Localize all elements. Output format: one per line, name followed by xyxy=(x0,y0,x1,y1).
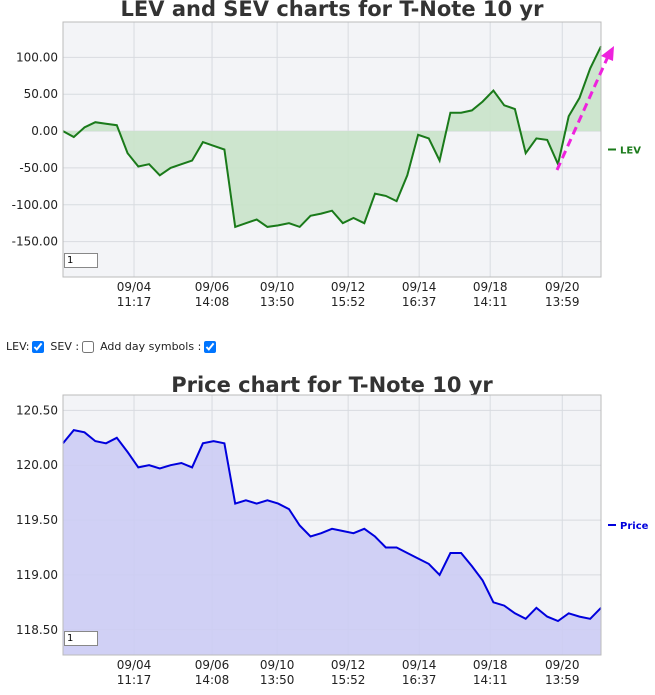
series-line xyxy=(62,428,602,623)
zoom-box[interactable]: 1 xyxy=(64,631,98,646)
sev-label: SEV : xyxy=(50,340,80,353)
legend-label: LEV xyxy=(620,146,641,157)
lev-label: LEV: xyxy=(6,340,30,353)
y-tick-label: 119.00 xyxy=(16,568,58,582)
x-tick-sublabel: 14:11 xyxy=(473,295,508,309)
x-tick-label: 09/14 xyxy=(402,658,437,672)
x-tick-label: 09/06 xyxy=(195,658,230,672)
plot-border xyxy=(62,21,602,278)
x-tick-label: 09/14 xyxy=(402,280,437,294)
y-tick-label: 0.00 xyxy=(31,124,58,138)
y-tick-label: -100.00 xyxy=(12,198,58,212)
chart: Price chart for T-Note 10 yr 120.50 120.00… xyxy=(16,373,649,687)
x-tick-sublabel: 15:52 xyxy=(331,673,366,687)
x-tick-label: 09/06 xyxy=(195,280,230,294)
chart-title: LEV and SEV charts for T-Note 10 yr xyxy=(121,0,545,21)
x-tick-sublabel: 15:52 xyxy=(331,295,366,309)
plot-border xyxy=(62,394,602,656)
x-tick-sublabel: 11:17 xyxy=(117,673,152,687)
series-line xyxy=(62,45,602,229)
x-tick-sublabel: 13:50 xyxy=(260,295,295,309)
area xyxy=(63,430,601,655)
x-tick-sublabel: 14:08 xyxy=(195,295,230,309)
x-tick-label: 09/20 xyxy=(545,658,580,672)
x-tick-sublabel: 16:37 xyxy=(402,295,437,309)
chart-title: Price chart for T-Note 10 yr xyxy=(171,373,493,397)
y-tick-label: 119.50 xyxy=(16,513,58,527)
annotations xyxy=(555,46,614,171)
x-tick-sublabel: 14:11 xyxy=(473,673,508,687)
x-tick-sublabel: 11:17 xyxy=(117,295,152,309)
x-tick-sublabel: 13:59 xyxy=(545,673,580,687)
x-tick-label: 09/10 xyxy=(260,280,295,294)
x-tick-sublabel: 13:50 xyxy=(260,673,295,687)
y-tick-label: 100.00 xyxy=(16,50,58,64)
trend-arrow xyxy=(555,51,612,171)
x-tick-sublabel: 14:08 xyxy=(195,673,230,687)
arrow-head xyxy=(601,46,614,61)
x-tick-label: 09/12 xyxy=(331,280,366,294)
x-tick-label: 09/18 xyxy=(473,658,508,672)
x-tick-label: 09/04 xyxy=(117,658,152,672)
x-tick-label: 09/04 xyxy=(117,280,152,294)
y-tick-label: 120.00 xyxy=(16,458,58,472)
x-tick-sublabel: 13:59 xyxy=(545,295,580,309)
controls: LEV: SEV : Add day symbols : xyxy=(6,340,220,353)
area xyxy=(63,46,601,227)
legend-label: Price xyxy=(620,521,649,532)
y-tick-label: 50.00 xyxy=(24,87,58,101)
chart: LEV and SEV charts for T-Note 10 yr 100.0… xyxy=(12,0,642,309)
y-tick-label: 120.50 xyxy=(16,403,58,417)
lev-checkbox[interactable] xyxy=(32,340,45,353)
x-tick-label: 09/20 xyxy=(545,280,580,294)
day-symbols-checkbox[interactable] xyxy=(204,340,217,353)
zoom-box[interactable]: 1 xyxy=(64,253,98,268)
x-tick-label: 09/12 xyxy=(331,658,366,672)
x-tick-label: 09/10 xyxy=(260,658,295,672)
sev-checkbox[interactable] xyxy=(82,340,95,353)
y-tick-label: -150.00 xyxy=(12,235,58,249)
y-tick-label: -50.00 xyxy=(19,161,58,175)
day-symbols-label: Add day symbols : xyxy=(100,340,202,353)
x-tick-sublabel: 16:37 xyxy=(402,673,437,687)
x-tick-label: 09/18 xyxy=(473,280,508,294)
y-tick-label: 118.50 xyxy=(16,623,58,637)
